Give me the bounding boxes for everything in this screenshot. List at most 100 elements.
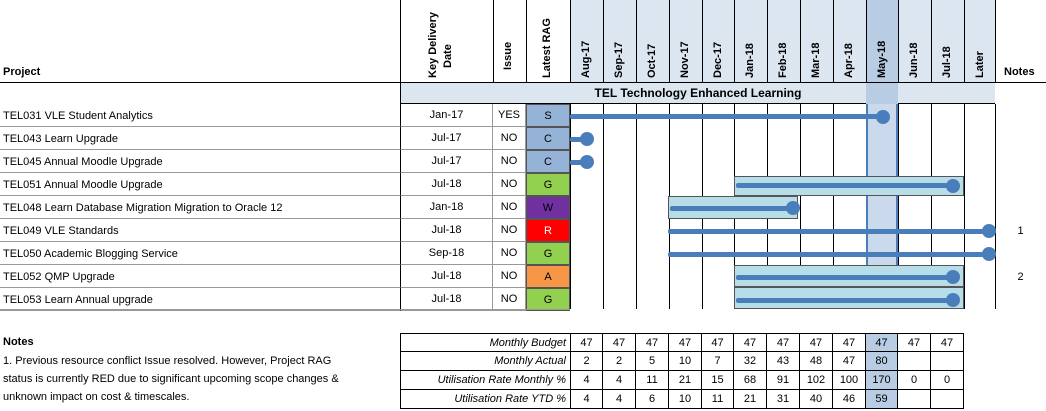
section-current-month xyxy=(866,83,898,104)
gantt-end-tel052 xyxy=(946,270,960,284)
header-month-cell xyxy=(767,0,800,82)
budget-cell: 47 xyxy=(866,333,898,352)
budget-cell: 15 xyxy=(702,371,734,390)
project-rag-badge: C xyxy=(526,150,570,173)
project-rag-badge: G xyxy=(526,173,570,196)
header-latest-rag xyxy=(526,0,570,82)
project-note-ref xyxy=(995,196,1046,219)
header-month-label: Sep-17 xyxy=(613,41,625,78)
header-issue-label: Issue xyxy=(502,41,514,70)
header-month-cell xyxy=(603,0,636,82)
project-issue: NO xyxy=(493,196,526,219)
gantt-bar-tel031 xyxy=(570,114,882,119)
header-month-cell xyxy=(866,0,898,82)
header-month-label: Oct-17 xyxy=(646,43,658,78)
project-key-date: Jul-18 xyxy=(400,219,493,242)
project-note-ref xyxy=(995,150,1046,173)
budget-cell xyxy=(898,352,931,371)
budget-row-label: Utilisation Rate YTD % xyxy=(400,390,570,409)
section-title-row: TEL Technology Enhanced Learning xyxy=(400,83,995,104)
budget-cell: 47 xyxy=(833,333,866,352)
header-month-label: Jun-18 xyxy=(908,42,920,78)
project-row[interactable] xyxy=(0,127,400,150)
header-month-cell xyxy=(669,0,702,82)
budget-cell: 68 xyxy=(734,371,767,390)
project-issue: NO xyxy=(493,173,526,196)
project-name: TEL043 Learn Upgrade xyxy=(3,132,118,145)
budget-cell: 4 xyxy=(570,371,603,390)
budget-cell: 47 xyxy=(669,333,702,352)
budget-cell: 43 xyxy=(767,352,800,371)
grid-line xyxy=(800,104,801,309)
project-issue: NO xyxy=(493,150,526,173)
project-row[interactable] xyxy=(0,242,400,265)
project-row[interactable] xyxy=(0,265,400,288)
gantt-bar-tel043 xyxy=(570,137,584,142)
project-key-date: Jul-17 xyxy=(400,150,493,173)
gantt-bar-tel050 xyxy=(668,252,988,257)
project-note-ref xyxy=(995,173,1046,196)
project-key-date: Jul-18 xyxy=(400,288,493,311)
project-issue: NO xyxy=(493,219,526,242)
gantt-end-tel050 xyxy=(982,247,996,261)
budget-cell: 48 xyxy=(800,352,833,371)
header-month-cell xyxy=(964,0,995,82)
project-note-ref xyxy=(995,288,1046,311)
budget-cell: 80 xyxy=(866,352,898,371)
budget-cell: 4 xyxy=(603,371,636,390)
header-month-cell xyxy=(702,0,734,82)
budget-cell: 2 xyxy=(570,352,603,371)
grid-line xyxy=(995,104,996,309)
header-month-label: Mar-18 xyxy=(810,42,822,78)
project-key-date: Jan-18 xyxy=(400,196,493,219)
project-issue: NO xyxy=(493,127,526,150)
rows-bottom-border xyxy=(0,309,570,310)
gantt-end-tel048 xyxy=(786,201,800,215)
project-note-ref: 1 xyxy=(1017,224,1024,237)
header-month-cell xyxy=(570,0,603,82)
project-row[interactable] xyxy=(0,196,400,219)
budget-cell: 2 xyxy=(603,352,636,371)
project-row[interactable] xyxy=(0,219,400,242)
budget-cell: 47 xyxy=(636,333,669,352)
budget-cell xyxy=(931,352,964,371)
budget-cell: 46 xyxy=(833,390,866,409)
header-key-delivery xyxy=(400,0,493,82)
gantt-bar-tel052 xyxy=(736,275,954,280)
project-rag-badge: R xyxy=(526,219,570,242)
header-current-month-bg xyxy=(866,0,898,82)
project-name: TEL049 VLE Standards xyxy=(3,224,119,237)
header-divider xyxy=(0,82,1046,83)
budget-cell: 91 xyxy=(767,371,800,390)
header-key-delivery-label-2: Date xyxy=(442,44,454,68)
project-row[interactable] xyxy=(0,104,400,127)
budget-cell: 11 xyxy=(702,390,734,409)
grid-line xyxy=(636,104,637,309)
header-month-cell xyxy=(734,0,767,82)
project-rag-badge: A xyxy=(526,265,570,288)
grid-line xyxy=(570,104,571,309)
budget-cell: 47 xyxy=(833,352,866,371)
budget-cell: 11 xyxy=(636,371,669,390)
budget-cell: 59 xyxy=(866,390,898,409)
budget-cell: 102 xyxy=(800,371,833,390)
project-note-ref xyxy=(995,127,1046,150)
header-notes: Notes xyxy=(1004,66,1035,78)
section-title: TEL Technology Enhanced Learning xyxy=(594,86,802,100)
project-row[interactable] xyxy=(0,288,400,311)
project-row[interactable] xyxy=(0,173,400,196)
header-month-label: Jul-18 xyxy=(941,46,953,78)
header-notes-border xyxy=(995,0,996,82)
project-row[interactable] xyxy=(0,150,400,173)
header-month-cell xyxy=(636,0,669,82)
project-key-date: Jul-17 xyxy=(400,127,493,150)
header-month-label: Apr-18 xyxy=(843,43,855,78)
header-month-label: May-18 xyxy=(876,40,888,78)
notes-line-1: 1. Previous resource conflict Issue reso… xyxy=(3,355,332,367)
header-key-delivery-label-1: Key Delivery xyxy=(427,11,439,78)
budget-row-label: Monthly Budget xyxy=(400,333,570,352)
project-rag-badge: G xyxy=(526,242,570,265)
budget-cell xyxy=(898,390,931,409)
notes-line-3: unknown impact on cost & timescales. xyxy=(3,391,190,403)
project-issue: NO xyxy=(493,265,526,288)
